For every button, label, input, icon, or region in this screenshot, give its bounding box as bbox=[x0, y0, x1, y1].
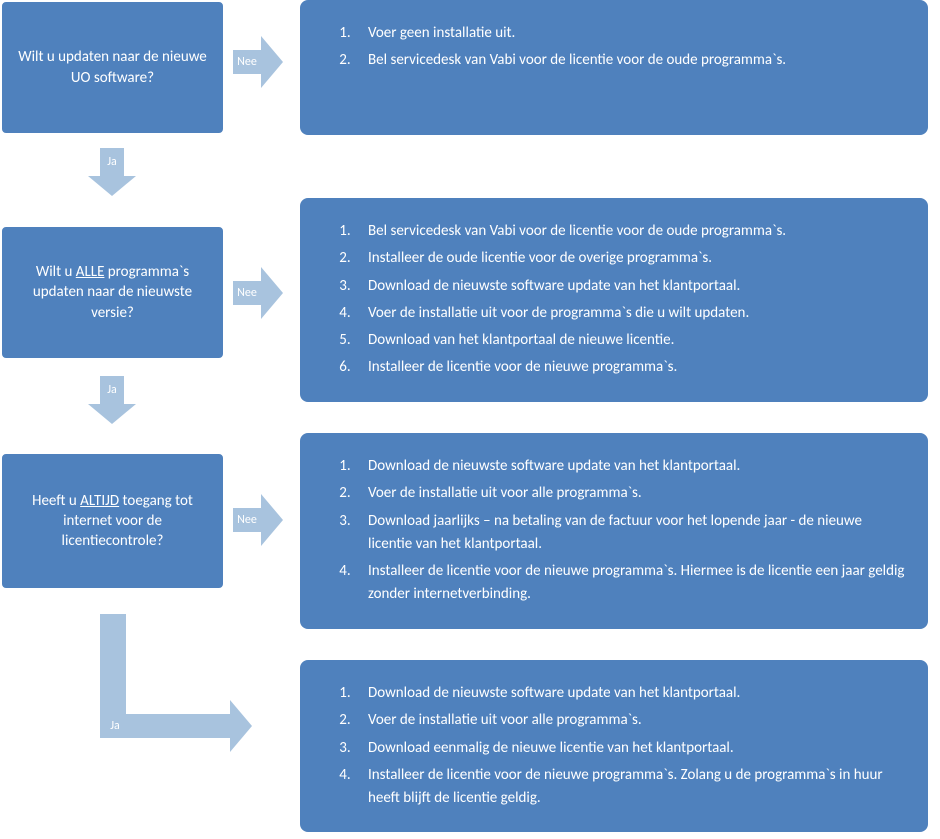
question-box-2: Heeft u ALTIJD toegang tot internet voor… bbox=[0, 452, 225, 590]
arrow-label-ja: Ja bbox=[100, 714, 130, 738]
question-box-0: Wilt u updaten naar de nieuwe UO softwar… bbox=[0, 0, 225, 135]
arrow-label-ja: Ja bbox=[100, 148, 124, 176]
result-item: Installeer de licentie voor de nieuwe pr… bbox=[354, 560, 906, 607]
result-item: Download de nieuwste software update van… bbox=[354, 455, 906, 478]
result-item: Download eenmalig de nieuwe licentie van… bbox=[354, 737, 906, 760]
result-box-1: Bel servicedesk van Vabi voor de licenti… bbox=[300, 198, 928, 402]
result-box-3: Download de nieuwste software update van… bbox=[300, 660, 928, 832]
result-list: Voer geen installatie uit. Bel servicedes… bbox=[324, 22, 906, 73]
result-item: Installeer de licentie voor de nieuwe pr… bbox=[354, 356, 906, 379]
result-item: Voer de installatie uit voor de programm… bbox=[354, 302, 906, 325]
question-text: Wilt u ALLE programma`s updaten naar de … bbox=[16, 262, 209, 323]
result-box-0: Voer geen installatie uit. Bel servicedes… bbox=[300, 0, 928, 135]
result-item: Download de nieuwste software update van… bbox=[354, 682, 906, 705]
question-text: Heeft u ALTIJD toegang tot internet voor… bbox=[16, 491, 209, 552]
result-box-2: Download de nieuwste software update van… bbox=[300, 433, 928, 629]
result-list: Bel servicedesk van Vabi voor de licenti… bbox=[324, 220, 906, 380]
arrow-label-nee: Nee bbox=[233, 508, 261, 532]
result-item: Bel servicedesk van Vabi voor de licenti… bbox=[354, 220, 906, 243]
result-item: Voer de installatie uit voor alle progra… bbox=[354, 709, 906, 732]
result-item: Voer geen installatie uit. bbox=[354, 22, 906, 45]
result-item: Download de nieuwste software update van… bbox=[354, 275, 906, 298]
arrow-label-nee: Nee bbox=[233, 281, 261, 305]
result-list: Download de nieuwste software update van… bbox=[324, 455, 906, 607]
result-item: Voer de installatie uit voor alle progra… bbox=[354, 482, 906, 505]
result-item: Download van het klantportaal de nieuwe … bbox=[354, 329, 906, 352]
result-list: Download de nieuwste software update van… bbox=[324, 682, 906, 810]
result-item: Installeer de oude licentie voor de over… bbox=[354, 247, 906, 270]
question-box-1: Wilt u ALLE programma`s updaten naar de … bbox=[0, 225, 225, 360]
result-item: Installeer de licentie voor de nieuwe pr… bbox=[354, 764, 906, 811]
question-text: Wilt u updaten naar de nieuwe UO softwar… bbox=[16, 47, 209, 88]
arrow-label-nee: Nee bbox=[233, 50, 261, 74]
result-item: Bel servicedesk van Vabi voor de licenti… bbox=[354, 49, 906, 72]
arrow-label-ja: Ja bbox=[100, 376, 124, 404]
result-item: Download jaarlijks – na betaling van de … bbox=[354, 510, 906, 557]
